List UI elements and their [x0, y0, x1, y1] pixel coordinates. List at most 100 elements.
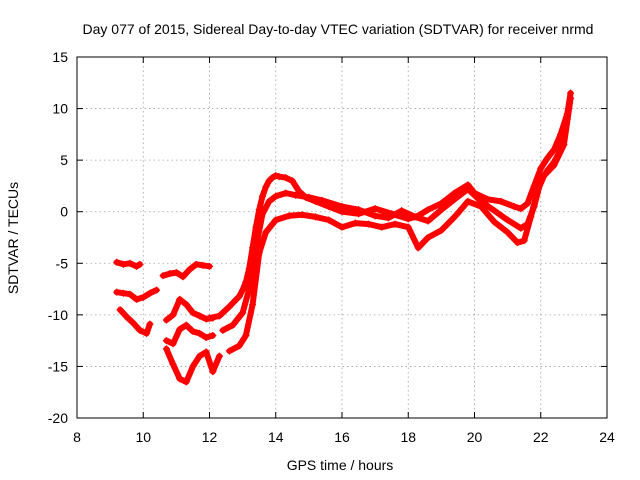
data-point	[437, 226, 445, 234]
data-point	[176, 295, 184, 303]
data-point	[113, 288, 121, 296]
data-point	[384, 214, 392, 222]
data-point	[162, 337, 170, 345]
y-tick-label: 0	[60, 204, 68, 220]
data-point	[146, 320, 154, 328]
data-point	[298, 211, 306, 219]
data-point	[355, 206, 363, 214]
data-point	[153, 286, 160, 294]
data-point	[282, 189, 290, 197]
series-trace	[117, 306, 153, 337]
y-tick-label: -10	[48, 307, 68, 323]
data-point	[424, 206, 432, 214]
data-point	[143, 329, 151, 337]
x-tick-label: 14	[268, 429, 284, 445]
data-point	[242, 331, 250, 339]
data-point	[129, 319, 137, 327]
x-tick-label: 20	[467, 429, 483, 445]
data-point	[424, 217, 432, 225]
data-point	[567, 94, 575, 102]
data-point	[159, 272, 167, 280]
data-point	[119, 289, 127, 297]
data-point	[215, 312, 223, 320]
data-point	[285, 212, 293, 220]
y-tick-label: 15	[52, 49, 68, 65]
data-point	[451, 195, 459, 203]
data-point	[225, 347, 233, 355]
data-point	[172, 269, 180, 277]
data-point	[136, 326, 144, 334]
data-point	[451, 213, 459, 221]
data-point	[259, 192, 266, 200]
data-point	[186, 265, 194, 273]
data-point	[196, 352, 204, 360]
data-point	[215, 352, 223, 360]
data-point	[209, 331, 217, 339]
data-point	[182, 321, 190, 329]
data-point	[126, 259, 134, 267]
data-point	[189, 327, 197, 335]
data-point	[235, 292, 243, 300]
data-point	[189, 309, 197, 317]
data-point	[464, 197, 472, 205]
data-point	[371, 205, 379, 213]
data-point	[520, 237, 528, 245]
y-tick-labels: -20 -15 -10 -5 0 5 10 15	[48, 49, 68, 426]
data-point	[537, 164, 545, 172]
data-point	[325, 216, 333, 224]
y-tick-label: 10	[52, 101, 68, 117]
data-point	[338, 223, 346, 231]
data-point	[126, 290, 134, 298]
data-point	[497, 197, 505, 205]
data-point	[292, 191, 300, 199]
data-point	[312, 213, 319, 221]
plot-frame	[76, 56, 608, 419]
data-point	[136, 260, 144, 268]
x-tick-label: 18	[400, 429, 416, 445]
data-point	[490, 207, 498, 215]
data-point	[524, 199, 531, 207]
data-point	[265, 197, 273, 205]
data-point	[239, 286, 247, 294]
data-point	[514, 239, 522, 247]
x-axis-label: GPS time / hours	[287, 457, 394, 473]
data-point	[206, 262, 213, 270]
data-point	[477, 203, 485, 211]
series-6	[162, 321, 217, 348]
data-point	[371, 212, 379, 220]
x-tick-label: 22	[533, 429, 549, 445]
data-point	[176, 325, 184, 333]
data-point	[169, 340, 177, 348]
data-point	[398, 207, 406, 215]
data-point	[510, 203, 518, 211]
x-tick-label: 12	[202, 429, 218, 445]
data-point	[262, 183, 270, 191]
y-tick-label: -15	[48, 358, 68, 374]
data-point	[162, 345, 170, 353]
data-point	[305, 193, 313, 201]
data-point	[550, 146, 558, 154]
data-point	[504, 216, 512, 224]
y-tick-label: -20	[48, 410, 68, 426]
data-point	[182, 301, 190, 309]
data-point	[202, 348, 210, 356]
data-point	[196, 312, 204, 320]
data-point	[209, 368, 217, 376]
data-point	[504, 228, 512, 236]
data-point	[116, 306, 124, 314]
data-point	[543, 154, 551, 162]
data-point	[282, 174, 290, 182]
data-point	[219, 326, 227, 334]
data-point	[162, 316, 170, 324]
data-point	[176, 375, 184, 383]
data-point	[437, 206, 445, 214]
series-2	[159, 260, 213, 281]
series-4	[116, 306, 154, 337]
data-point	[196, 329, 204, 337]
data-point	[113, 258, 121, 266]
x-tick-label: 8	[73, 429, 81, 445]
data-point	[272, 216, 280, 224]
series-3	[113, 286, 160, 303]
x-tick-label: 16	[334, 429, 350, 445]
